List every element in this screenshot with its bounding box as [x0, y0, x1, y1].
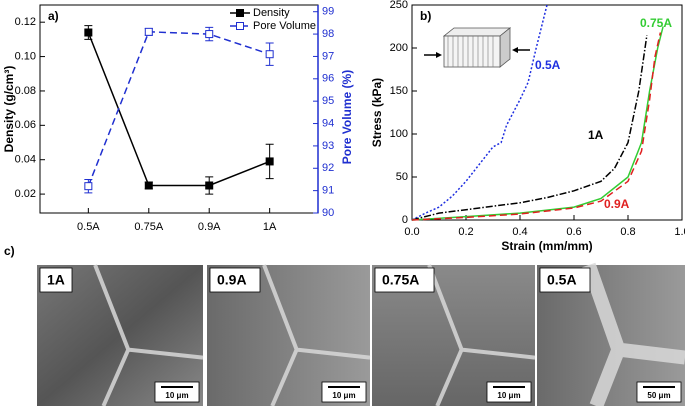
y-tick-label: 150 — [390, 85, 408, 97]
y-tick-label: 0.02 — [15, 188, 36, 200]
series-line — [411, 26, 664, 221]
y2-tick-label: 95 — [322, 95, 334, 107]
sem-strut — [262, 264, 371, 406]
y-tick-label: 0.08 — [15, 85, 36, 97]
series-line — [411, 32, 662, 221]
image-label-box — [539, 267, 591, 293]
y2-tick-label: 92 — [322, 162, 334, 174]
y2-tick-label: 90 — [322, 207, 334, 219]
x-tick-label: 0.75A — [134, 221, 163, 233]
x-tick-label: 0.0 — [404, 226, 419, 238]
panel-label: a) — [48, 9, 59, 23]
series-label: 0.75A — [640, 16, 672, 30]
x-tick-label: 1.0 — [674, 226, 685, 238]
series-line — [411, 34, 648, 221]
sem-strut — [427, 264, 536, 406]
point-marker — [144, 27, 153, 36]
y2-tick-label: 94 — [322, 117, 334, 129]
y-axis-title: Density (g/cm³) — [2, 66, 16, 153]
x-tick-label: 0.4 — [512, 226, 527, 238]
sem-strut — [582, 262, 685, 406]
point-marker — [265, 157, 274, 166]
y-tick-label: 200 — [390, 42, 408, 54]
legend-marker — [236, 9, 244, 17]
point-marker — [265, 50, 274, 59]
plot-frame — [39, 4, 319, 214]
inset-schematic — [424, 27, 530, 68]
y2-tick-label: 91 — [322, 185, 334, 197]
y-tick-label: 0.12 — [15, 16, 36, 28]
scale-bar-label: 50 μm — [647, 391, 670, 400]
image-label: 1A — [47, 272, 65, 288]
series-line — [411, 4, 548, 221]
x-tick-label: 0.9A — [198, 221, 221, 233]
series-line — [87, 32, 270, 187]
sem-strut — [93, 264, 204, 406]
y-tick-label: 0 — [402, 214, 408, 226]
image-label-box — [374, 267, 435, 293]
legend-label: Pore Volume — [253, 20, 316, 32]
y-axis-title: Stress (kPa) — [370, 78, 384, 147]
image-label-box — [39, 267, 73, 293]
y2-tick-label: 96 — [322, 73, 334, 85]
y-tick-label: 0.06 — [15, 119, 36, 131]
scale-bar-label: 10 μm — [332, 391, 355, 400]
series-label: 0.9A — [604, 197, 630, 211]
y-tick-label: 0.04 — [15, 154, 36, 166]
scale-bar-label: 10 μm — [165, 391, 188, 400]
series-line — [87, 31, 270, 187]
panel-label: c) — [4, 244, 15, 258]
series-label: 1A — [588, 128, 604, 142]
x-tick-label: 0.2 — [458, 226, 473, 238]
y2-tick-label: 97 — [322, 50, 334, 62]
y2-tick-label: 98 — [322, 28, 334, 40]
x-tick-label: 0.5A — [77, 221, 100, 233]
image-label: 0.5A — [547, 272, 577, 288]
image-label: 0.75A — [382, 272, 419, 288]
point-marker — [84, 28, 93, 37]
x-axis-title: Strain (mm/mm) — [501, 239, 592, 253]
plot-frame — [411, 4, 683, 221]
y2-tick-label: 99 — [322, 6, 334, 18]
panel-label: b) — [420, 9, 431, 23]
point-marker — [144, 181, 153, 190]
image-label: 0.9A — [217, 272, 247, 288]
y-tick-label: 50 — [396, 171, 408, 183]
point-marker — [205, 30, 214, 39]
x-tick-label: 1A — [263, 221, 277, 233]
x-tick-label: 0.8 — [620, 226, 635, 238]
series-label: 0.5A — [535, 58, 561, 72]
y-tick-label: 100 — [390, 128, 408, 140]
y-tick-label: 0.10 — [15, 50, 36, 62]
legend-marker — [236, 22, 244, 30]
point-marker — [84, 182, 93, 191]
scale-bar-label: 10 μm — [497, 391, 520, 400]
point-marker — [205, 181, 214, 190]
x-tick-label: 0.6 — [566, 226, 581, 238]
y2-tick-label: 93 — [322, 140, 334, 152]
legend-label: Density — [253, 7, 290, 19]
y2-axis-title: Pore Volume (%) — [340, 70, 354, 164]
y-tick-label: 250 — [390, 0, 408, 11]
image-label-box — [209, 267, 261, 293]
